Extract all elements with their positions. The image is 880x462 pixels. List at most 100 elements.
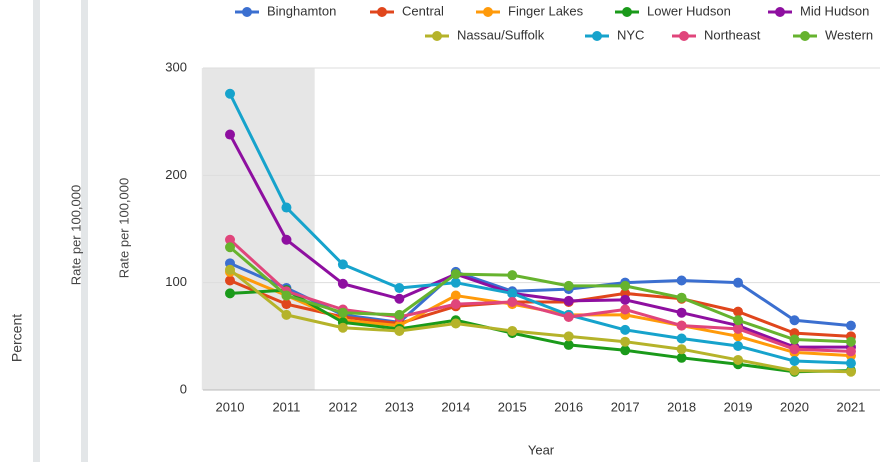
data-point xyxy=(733,315,744,326)
y-tick-label: 0 xyxy=(180,381,187,396)
data-point xyxy=(225,234,235,245)
data-point xyxy=(450,269,461,280)
data-point xyxy=(676,307,687,318)
data-point xyxy=(281,290,292,301)
legend-swatch xyxy=(800,31,810,41)
legend-label: Mid Hudson xyxy=(800,3,869,18)
series-line xyxy=(228,133,851,349)
data-point xyxy=(789,356,800,367)
legend-label: NYC xyxy=(617,27,644,42)
legend-swatch xyxy=(377,7,387,17)
data-point xyxy=(620,304,631,315)
data-point xyxy=(845,346,856,357)
y-tick-label: 200 xyxy=(165,167,187,182)
data-point xyxy=(225,129,235,140)
data-point xyxy=(676,333,687,344)
data-point xyxy=(676,344,687,355)
x-tick-label: 2012 xyxy=(328,399,357,414)
series-line xyxy=(228,93,852,365)
data-point xyxy=(450,299,461,310)
data-point xyxy=(507,270,518,281)
legend-label: Finger Lakes xyxy=(508,3,584,18)
data-point xyxy=(845,320,856,331)
y-tick-label: 300 xyxy=(165,59,187,74)
data-point xyxy=(337,259,348,270)
highlight-band xyxy=(201,68,315,390)
data-point xyxy=(845,336,856,347)
x-tick-label: 2018 xyxy=(667,399,696,414)
x-tick-label: 2017 xyxy=(611,399,640,414)
x-tick-label: 2019 xyxy=(724,399,753,414)
data-point xyxy=(225,275,235,286)
data-point xyxy=(620,345,631,356)
data-point xyxy=(394,293,405,304)
y-tick-label: 100 xyxy=(165,274,187,289)
data-point xyxy=(337,322,348,333)
data-point xyxy=(225,264,235,275)
legend-label: Lower Hudson xyxy=(647,3,731,18)
legend-swatch xyxy=(775,7,785,17)
data-point xyxy=(620,294,631,305)
series-line xyxy=(229,268,851,374)
side-label: Percent xyxy=(9,314,25,362)
legend-label: Central xyxy=(402,3,444,18)
data-point xyxy=(450,318,461,329)
x-axis-title: Year xyxy=(528,442,555,457)
data-point xyxy=(281,234,292,245)
series-line xyxy=(228,238,852,353)
legend-label: Northeast xyxy=(704,27,761,42)
x-tick-label: 2020 xyxy=(780,399,809,414)
data-point xyxy=(789,315,800,326)
data-point xyxy=(620,324,631,335)
side-label: Rate per 100,000 xyxy=(116,178,131,278)
data-point xyxy=(620,280,631,291)
data-point xyxy=(394,283,405,294)
legend-swatch xyxy=(622,7,632,17)
data-point xyxy=(225,288,235,299)
x-tick-label: 2021 xyxy=(836,399,865,414)
panel-divider xyxy=(33,0,40,462)
data-point xyxy=(733,331,744,342)
data-point xyxy=(394,309,405,320)
data-point xyxy=(845,366,856,377)
data-point xyxy=(507,288,518,299)
series-line xyxy=(229,288,851,374)
data-point xyxy=(563,280,574,291)
data-point xyxy=(676,275,687,286)
data-point xyxy=(225,242,235,253)
data-point xyxy=(733,323,744,334)
data-point xyxy=(337,278,348,289)
data-point xyxy=(789,365,800,376)
data-point xyxy=(676,320,687,331)
data-point xyxy=(281,299,292,310)
data-point xyxy=(620,336,631,347)
data-point xyxy=(845,358,856,369)
legend-swatch xyxy=(679,31,689,41)
panel-divider xyxy=(81,0,88,462)
legend-swatch xyxy=(242,7,252,17)
data-point xyxy=(225,88,235,99)
data-point xyxy=(450,277,461,288)
data-point xyxy=(563,295,574,306)
data-point xyxy=(676,292,687,303)
data-point xyxy=(733,306,744,317)
data-point xyxy=(789,344,800,355)
series-line xyxy=(229,261,852,328)
data-point xyxy=(507,325,518,336)
series-line xyxy=(229,246,852,344)
side-label: Rate per 100,000 xyxy=(68,185,83,285)
data-point xyxy=(733,354,744,365)
data-point xyxy=(281,309,292,320)
data-point xyxy=(733,340,744,351)
data-point xyxy=(733,277,744,288)
data-point xyxy=(507,296,518,307)
legend-swatch xyxy=(432,31,442,41)
data-point xyxy=(789,334,800,345)
data-point xyxy=(563,331,574,342)
x-tick-label: 2011 xyxy=(272,399,300,414)
data-point xyxy=(281,202,292,213)
x-tick-label: 2010 xyxy=(216,399,245,414)
legend-label: Nassau/Suffolk xyxy=(457,27,545,42)
data-point xyxy=(337,307,348,318)
